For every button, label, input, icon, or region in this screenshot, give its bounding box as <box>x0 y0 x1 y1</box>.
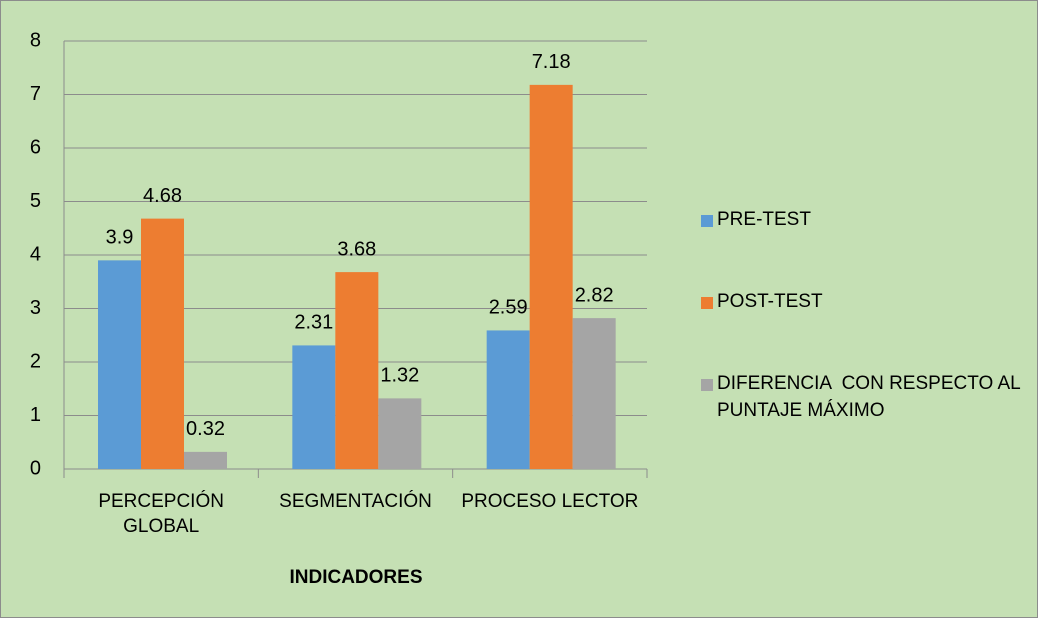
legend-swatch <box>701 215 713 227</box>
x-tick-label: PERCEPCIÓN GLOBAL <box>98 491 224 537</box>
y-tick-label: 5 <box>30 190 41 212</box>
value-label: 1.32 <box>380 365 419 387</box>
value-label: 3.68 <box>337 238 376 260</box>
value-label: 4.68 <box>143 185 182 207</box>
bar <box>378 398 422 469</box>
value-label: 7.18 <box>532 51 571 73</box>
bar <box>141 218 184 469</box>
y-tick-label: 0 <box>30 457 41 479</box>
value-label: 2.82 <box>575 284 614 306</box>
y-tick-label: 6 <box>30 136 41 158</box>
value-label: 2.31 <box>294 312 333 334</box>
y-tick-label: 1 <box>30 404 41 426</box>
y-tick-label: 8 <box>30 29 41 51</box>
y-tick-label: 7 <box>30 83 41 105</box>
y-tick-label: 3 <box>30 297 41 319</box>
y-tick-label: 4 <box>30 243 41 265</box>
bar <box>335 272 379 469</box>
bar <box>572 318 616 469</box>
x-tick-label: PROCESO LECTOR <box>461 491 639 512</box>
bar <box>292 345 336 469</box>
bar <box>98 260 141 469</box>
x-tick-label: SEGMENTACIÓN <box>279 491 432 512</box>
value-label: 2.59 <box>489 297 528 319</box>
legend-label: POST-TEST <box>717 291 823 312</box>
bar <box>529 84 573 470</box>
legend-label: PRE-TEST <box>717 209 811 230</box>
legend-swatch <box>701 297 713 309</box>
y-tick-label: 2 <box>30 350 41 372</box>
bar <box>184 451 227 469</box>
value-label: 0.32 <box>186 418 225 440</box>
legend-label: DIFERENCIA CON RESPECTO AL PUNTAJE MÁXIM… <box>717 373 1026 421</box>
legend-swatch <box>701 379 713 391</box>
bar <box>486 330 530 469</box>
value-label: 3.9 <box>106 227 134 249</box>
x-axis-title: INDICADORES <box>289 567 422 588</box>
